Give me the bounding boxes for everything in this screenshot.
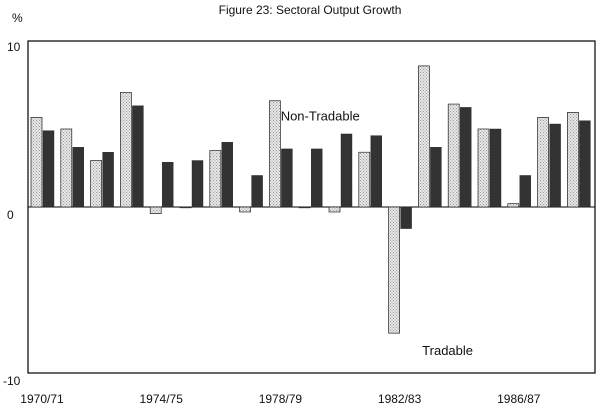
tradable-bar	[149, 206, 162, 214]
annotations: Non-Tradable Tradable	[281, 109, 473, 358]
tradable-bar	[537, 117, 549, 208]
non-tradable-bar	[430, 147, 442, 208]
tradable-bar	[388, 206, 400, 334]
non-tradable-bar	[370, 135, 382, 208]
tradable-bar	[447, 103, 460, 208]
non-tradable-bar	[340, 133, 353, 208]
chart-title: Figure 23: Sectoral Output Growth	[219, 3, 402, 17]
non-tradable-bar	[549, 123, 561, 208]
non-tradable-bar	[102, 152, 114, 208]
tradable-bar	[90, 160, 102, 208]
non-tradable-bar	[132, 105, 144, 208]
y-axis-label: %	[12, 11, 23, 25]
x-tick-label: 1982/83	[378, 392, 422, 406]
y-tick-label: 0	[7, 208, 14, 222]
tradable-bar	[298, 206, 311, 209]
tradable-bar	[358, 151, 371, 208]
x-ticks: 1970/71 1974/75 1978/79 1982/83 1986/87	[20, 392, 541, 406]
x-tick-label: 1970/71	[20, 392, 64, 406]
tradable-bar	[477, 128, 490, 208]
tradable-bar	[269, 100, 281, 208]
x-tick-label: 1986/87	[497, 392, 541, 406]
tradable-label: Tradable	[422, 343, 473, 358]
non-tradable-bar	[579, 120, 591, 208]
tradable-bar	[60, 128, 73, 208]
tradable-bar	[209, 150, 222, 208]
tradable-bar	[120, 92, 132, 208]
y-ticks: 10 0 -10	[3, 40, 21, 388]
non-tradable-bar	[311, 148, 323, 208]
tradable-bar	[418, 65, 430, 208]
non-tradable-bar	[42, 130, 55, 208]
non-tradable-bar	[281, 148, 293, 208]
non-tradable-bar	[221, 142, 234, 208]
non-tradable-bar	[72, 147, 85, 208]
tradable-bar	[239, 206, 251, 213]
y-tick-label: -10	[3, 374, 21, 388]
tradable-bar	[30, 117, 43, 208]
non-tradable-bar	[251, 175, 263, 208]
tradable-bar	[507, 203, 520, 208]
x-tick-label: 1978/79	[259, 392, 303, 406]
non-tradable-bar	[489, 128, 502, 208]
non-tradable-bar	[161, 161, 174, 208]
x-tick-label: 1974/75	[140, 392, 184, 406]
non-tradable-bar	[519, 175, 531, 208]
tradable-bar	[567, 112, 579, 208]
non-tradable-bar	[400, 206, 412, 229]
tradable-bar	[328, 206, 341, 213]
non-tradable-bar	[191, 160, 204, 208]
non-tradable-label: Non-Tradable	[281, 109, 360, 124]
bars	[30, 65, 591, 334]
y-tick-label: 10	[7, 40, 21, 54]
non-tradable-bar	[460, 107, 472, 208]
tradable-bar	[179, 206, 192, 209]
